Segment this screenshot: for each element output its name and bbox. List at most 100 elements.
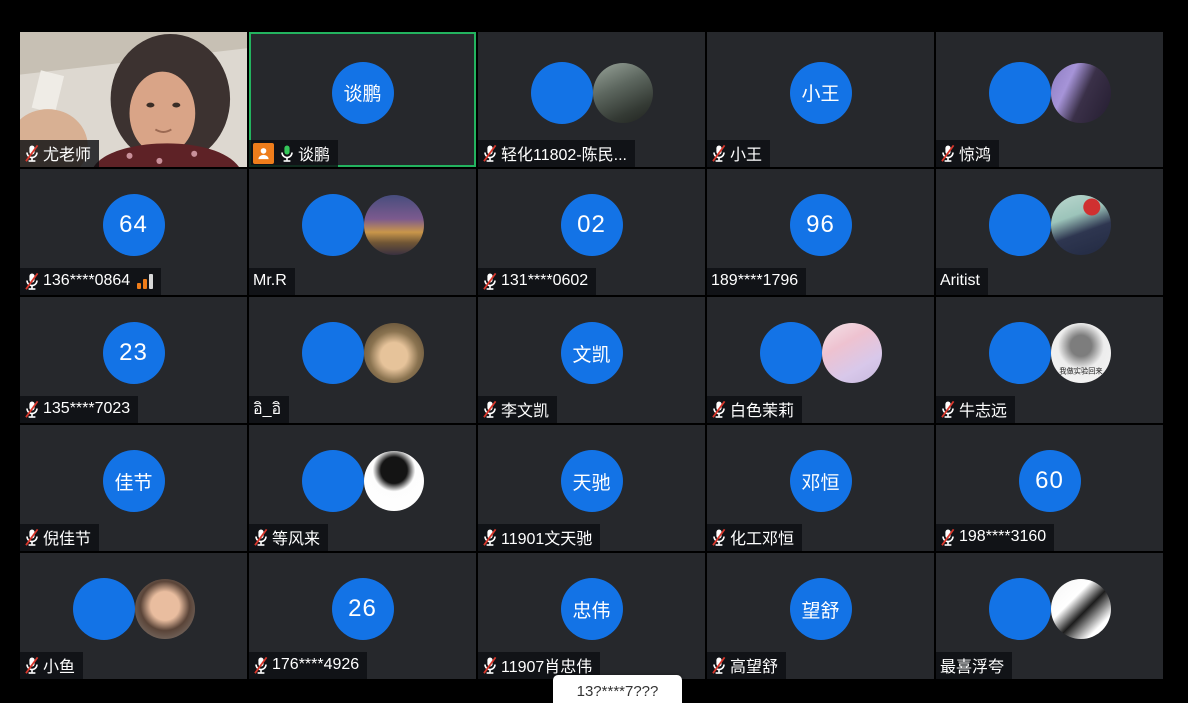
participant-name: 最喜浮夸 xyxy=(940,659,1005,676)
avatar-initials: 23 xyxy=(102,322,165,384)
participant-tile-17[interactable]: 等风来 xyxy=(249,425,476,551)
participant-tile-10[interactable]: Aritist xyxy=(936,169,1163,295)
avatar-initials xyxy=(72,578,135,640)
participant-name-bar: 最喜浮夸 xyxy=(936,652,1013,679)
mic-muted-icon xyxy=(941,144,955,162)
mic-muted-icon xyxy=(712,400,726,418)
avatar-photo xyxy=(363,323,424,383)
participant-name-bar: 惊鸿 xyxy=(936,140,1000,167)
avatar-initials xyxy=(988,322,1051,384)
avatar-initials: 26 xyxy=(331,578,394,640)
participant-tile-15[interactable]: 我做实验回来 牛志远 xyxy=(936,297,1163,423)
participant-name: 11907肖忠伟 xyxy=(501,659,593,676)
participant-name: 136****0864 xyxy=(43,272,131,289)
participant-name-bar: อิ_อิ xyxy=(249,396,290,423)
network-signal-icon xyxy=(137,273,154,289)
participant-tile-8[interactable]: 02 131****0602 xyxy=(478,169,705,295)
participant-name-bar: 高望舒 xyxy=(707,652,787,679)
participant-name: 高望舒 xyxy=(730,659,779,676)
avatar-photo xyxy=(1050,579,1111,639)
participant-name: 等风来 xyxy=(272,531,321,548)
participant-tile-3[interactable]: 轻化11802-陈民... xyxy=(478,32,705,167)
avatar-photo xyxy=(1050,62,1111,123)
mic-muted-icon xyxy=(483,528,497,546)
participant-tile-2[interactable]: 谈鹏 谈鹏 xyxy=(249,32,476,167)
avatar-initials: 望舒 xyxy=(789,578,852,640)
participant-name-bar: 等风来 xyxy=(249,524,329,551)
participant-name-bar: 176****4926 xyxy=(249,652,368,679)
avatar-initials xyxy=(301,450,364,512)
participant-tile-13[interactable]: 文凯 李文凯 xyxy=(478,297,705,423)
mic-muted-icon xyxy=(25,272,39,290)
avatar-initials xyxy=(301,322,364,384)
avatar-photo xyxy=(1050,195,1111,255)
participant-name-bar: 谈鹏 xyxy=(249,140,339,167)
mic-muted-icon xyxy=(25,528,39,546)
participant-tile-19[interactable]: 邓恒 化工邓恒 xyxy=(707,425,934,551)
participant-name: 惊鸿 xyxy=(959,147,992,164)
participant-name-bar: 11901文天驰 xyxy=(478,524,601,551)
participant-name: 牛志远 xyxy=(959,403,1008,420)
participant-name: 11901文天驰 xyxy=(501,531,593,548)
mic-muted-icon xyxy=(712,144,726,162)
participant-name-bar: 轻化11802-陈民... xyxy=(478,140,635,167)
avatar-initials: 64 xyxy=(102,194,165,256)
participant-name-bar: 李文凯 xyxy=(478,396,558,423)
participant-tile-23[interactable]: 忠伟 11907肖忠伟 xyxy=(478,553,705,679)
participant-name-bar: Aritist xyxy=(936,268,988,295)
mic-muted-icon xyxy=(483,144,497,162)
participant-tile-25[interactable]: 最喜浮夸 xyxy=(936,553,1163,679)
participant-tile-18[interactable]: 天驰 11901文天驰 xyxy=(478,425,705,551)
participant-tile-16[interactable]: 佳节 倪佳节 xyxy=(20,425,247,551)
participant-tile-9[interactable]: 96 189****1796 xyxy=(707,169,934,295)
avatar-initials xyxy=(988,578,1051,640)
participant-name: 小鱼 xyxy=(43,659,76,676)
participant-name-bar: 135****7023 xyxy=(20,396,139,423)
participant-tile-4[interactable]: 小王 小王 xyxy=(707,32,934,167)
participant-tile-22[interactable]: 26 176****4926 xyxy=(249,553,476,679)
participant-name: อิ_อิ xyxy=(253,400,282,418)
participant-name-bar: 136****0864 xyxy=(20,268,162,295)
avatar-initials: 佳节 xyxy=(102,450,165,512)
avatar-initials: 谈鹏 xyxy=(331,61,394,124)
participant-tile-1[interactable]: 尤老师 xyxy=(20,32,247,167)
mic-muted-icon xyxy=(25,656,39,674)
participant-tile-6[interactable]: 64 136****0864 xyxy=(20,169,247,295)
mic-muted-icon xyxy=(254,656,268,674)
avatar-initials xyxy=(301,194,364,256)
participant-name: 李文凯 xyxy=(501,403,550,420)
participant-name: 176****4926 xyxy=(272,656,360,673)
participant-name: 135****7023 xyxy=(43,400,131,417)
mic-muted-icon xyxy=(483,400,497,418)
mic-muted-icon xyxy=(25,400,39,418)
avatar-initials xyxy=(988,61,1051,124)
mic-muted-icon xyxy=(483,272,497,290)
participant-name: Mr.R xyxy=(253,272,287,289)
participant-tile-7[interactable]: Mr.R xyxy=(249,169,476,295)
participant-tile-24[interactable]: 望舒 高望舒 xyxy=(707,553,934,679)
participant-name-bar: 倪佳节 xyxy=(20,524,100,551)
mic-muted-icon xyxy=(483,656,497,674)
webcam-video xyxy=(20,32,247,167)
participant-name: 轻化11802-陈民... xyxy=(501,147,627,164)
person-badge-icon xyxy=(253,142,274,164)
participant-name: 倪佳节 xyxy=(43,531,92,548)
tooltip: 13?****7??? xyxy=(553,675,682,703)
participant-name-bar: 198****3160 xyxy=(936,524,1055,551)
avatar-initials: 邓恒 xyxy=(789,450,852,512)
mic-muted-icon xyxy=(254,528,268,546)
participant-tile-5[interactable]: 惊鸿 xyxy=(936,32,1163,167)
avatar-initials: 02 xyxy=(560,194,623,256)
avatar-initials: 文凯 xyxy=(560,322,623,384)
avatar-initials: 忠伟 xyxy=(560,578,623,640)
participant-tile-11[interactable]: 23 135****7023 xyxy=(20,297,247,423)
participant-tile-14[interactable]: 白色茉莉 xyxy=(707,297,934,423)
participant-name: 198****3160 xyxy=(959,528,1047,545)
participant-name: 189****1796 xyxy=(711,272,799,289)
mic-muted-icon xyxy=(25,144,39,162)
participant-tile-12[interactable]: อิ_อิ xyxy=(249,297,476,423)
participant-tile-20[interactable]: 60 198****3160 xyxy=(936,425,1163,551)
participant-tile-21[interactable]: 小鱼 xyxy=(20,553,247,679)
mic-muted-icon xyxy=(941,528,955,546)
